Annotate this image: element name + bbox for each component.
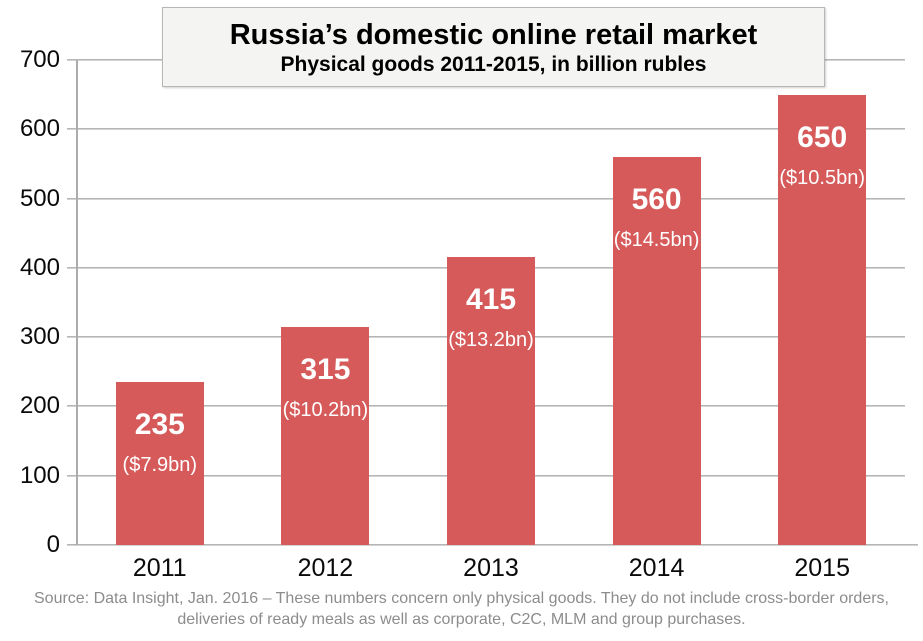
bar-dollar-label: ($14.5bn): [613, 229, 700, 251]
bar-2014: 560 ($14.5bn): [612, 157, 701, 545]
y-axis-tick-label: 300: [19, 323, 60, 351]
bar-value-label: 560: [631, 183, 682, 216]
bar-dollar-label: ($13.2bn): [448, 329, 534, 352]
y-axis-tick-label: 100: [19, 461, 60, 489]
bar-dollar-label: ($7.9bn): [122, 454, 198, 477]
y-axis-tick-label: 500: [19, 184, 60, 212]
bar-dollar-label: ($10.5bn): [779, 166, 865, 189]
source-note-line-2: deliveries of ready meals as well as cor…: [177, 611, 746, 628]
bar-value-label: 650: [797, 120, 848, 154]
x-axis-label-2011: 2011: [132, 554, 187, 582]
bar-dollar-label: ($10.2bn): [282, 398, 369, 421]
x-axis-label-2015: 2015: [794, 554, 850, 582]
chart-subtitle: Physical goods 2011-2015, in billion rub…: [280, 52, 707, 76]
bar-value-label: 415: [465, 283, 517, 317]
x-axis-label-2014: 2014: [628, 554, 685, 582]
y-axis-tick-label: 400: [19, 253, 60, 281]
source-note-line-1: Source: Data Insight, Jan. 2016 – These …: [34, 590, 889, 607]
chart-title: Russia’s domestic online retail market: [229, 18, 758, 51]
gridline-500: [67, 197, 905, 200]
x-axis-label-2013: 2013: [463, 554, 519, 582]
gridline-600: [67, 128, 905, 131]
bar-2011: 235 ($7.9bn): [115, 382, 204, 545]
bar-value-label: 235: [134, 408, 185, 442]
y-axis-tick-label: 600: [19, 115, 60, 143]
bar-2013: 415 ($13.2bn): [447, 257, 535, 545]
chart-title-box: Russia’s domestic online retail market P…: [162, 7, 825, 87]
y-axis-tick-label: 700: [19, 46, 60, 73]
source-note: Source: Data Insight, Jan. 2016 – These …: [0, 588, 923, 630]
gridline-0: [67, 544, 918, 546]
x-axis-label-2012: 2012: [297, 554, 354, 582]
y-axis-tick-label: 200: [19, 392, 60, 420]
bar-2012: 315 ($10.2bn): [281, 326, 370, 545]
bar-2015: 650 ($10.5bn): [778, 94, 867, 545]
bar-value-label: 315: [300, 352, 351, 386]
y-axis-line: [76, 60, 78, 545]
y-axis-tick-label: 0: [46, 531, 60, 558]
